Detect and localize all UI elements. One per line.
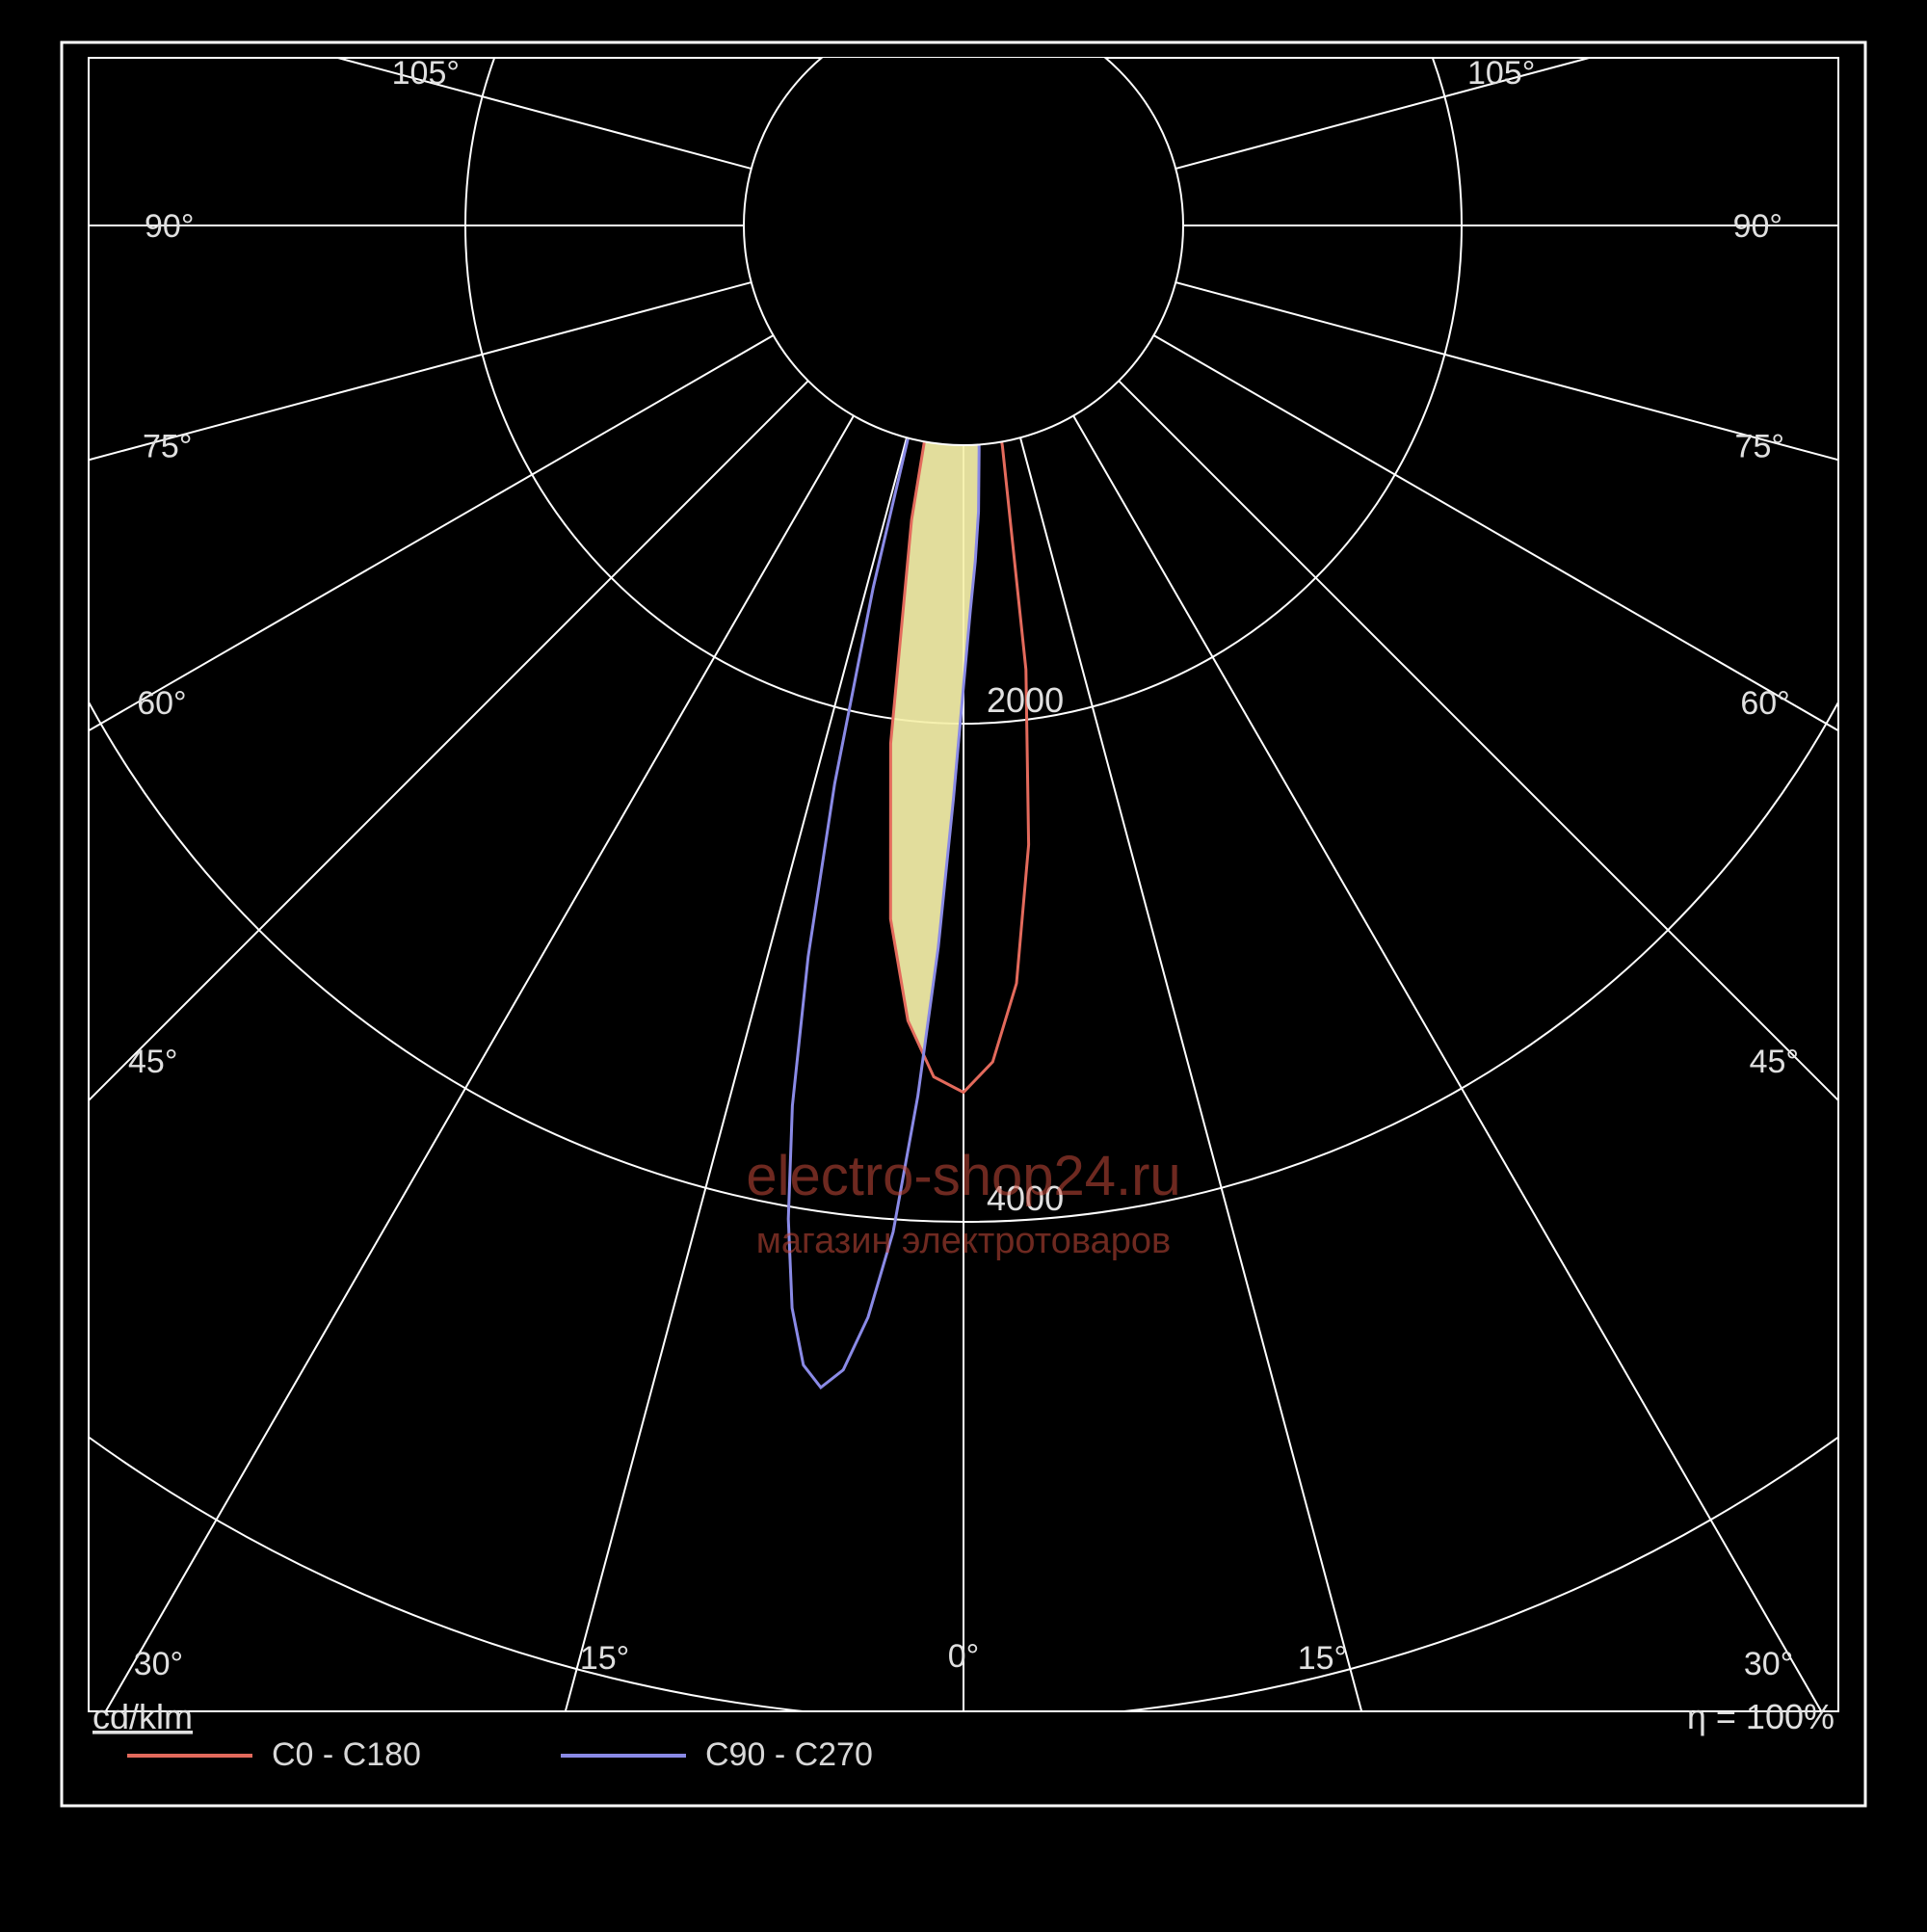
angle-label: 75° [1735,428,1784,464]
efficiency-label: η = 100% [1687,1697,1835,1736]
angle-label: 15° [580,1640,629,1677]
angle-label: 105° [1467,55,1535,92]
photometric-polar-chart: 20004000105°90°75°60°45°30°15°0°15°30°45… [0,0,1927,1927]
ring-label: 2000 [987,680,1064,720]
angle-label: 45° [128,1044,177,1080]
center-disk [744,6,1183,445]
angle-label: 90° [145,208,194,245]
angle-label: 75° [143,428,192,464]
angle-label: 105° [392,55,460,92]
watermark-line2: магазин электротоваров [756,1221,1171,1261]
watermark-line1: electro-shop24.ru [746,1145,1180,1207]
legend-label: C0 - C180 [272,1736,421,1773]
angle-label: 15° [1298,1640,1347,1677]
unit-label: cd/klm [92,1697,193,1736]
angle-label: 60° [1740,685,1789,722]
angle-label: 30° [1744,1646,1793,1682]
angle-label: 30° [134,1646,183,1682]
legend-label: C90 - C270 [705,1736,873,1773]
angle-label: 45° [1750,1044,1799,1080]
angle-label: 60° [137,685,186,722]
angle-label: 0° [948,1638,980,1675]
angle-label: 90° [1733,208,1782,245]
